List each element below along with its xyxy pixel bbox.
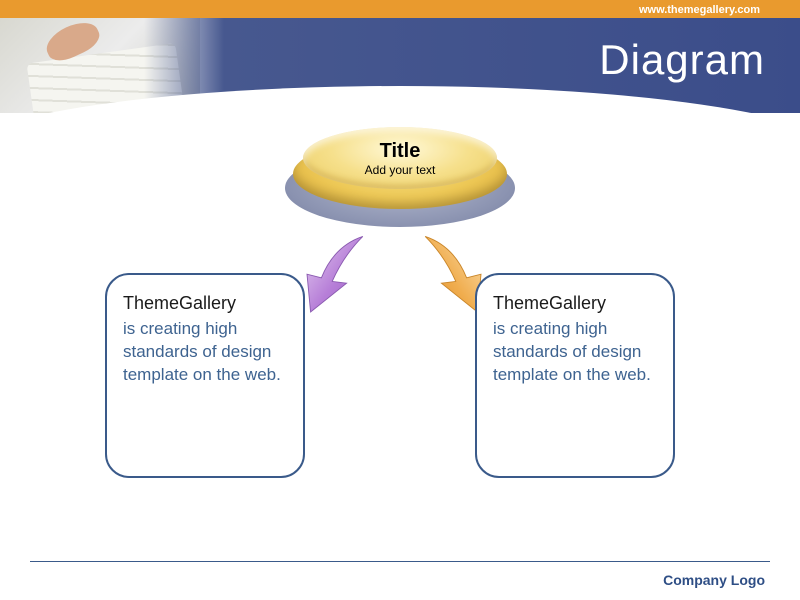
box-right-heading: ThemeGallery (493, 293, 657, 314)
header-band: Diagram (0, 18, 800, 113)
oval-title: Title (380, 140, 421, 163)
arrow-left-icon (298, 231, 388, 321)
info-box-right: ThemeGallery is creating high standards … (475, 273, 675, 478)
diagram-content: Title Add your text ThemeGallery is crea… (0, 113, 800, 553)
footer-logo-text: Company Logo (663, 572, 765, 588)
top-bar: www.themegallery.com (0, 0, 800, 18)
box-left-text: is creating high standards of design tem… (123, 318, 287, 387)
box-left-heading: ThemeGallery (123, 293, 287, 314)
title-oval: Title Add your text (285, 121, 515, 231)
box-right-text: is creating high standards of design tem… (493, 318, 657, 387)
page-title: Diagram (599, 36, 765, 84)
oval-top: Title Add your text (303, 127, 497, 189)
info-box-left: ThemeGallery is creating high standards … (105, 273, 305, 478)
site-url: www.themegallery.com (639, 4, 760, 16)
oval-subtitle: Add your text (365, 163, 436, 177)
footer-divider (30, 561, 770, 562)
